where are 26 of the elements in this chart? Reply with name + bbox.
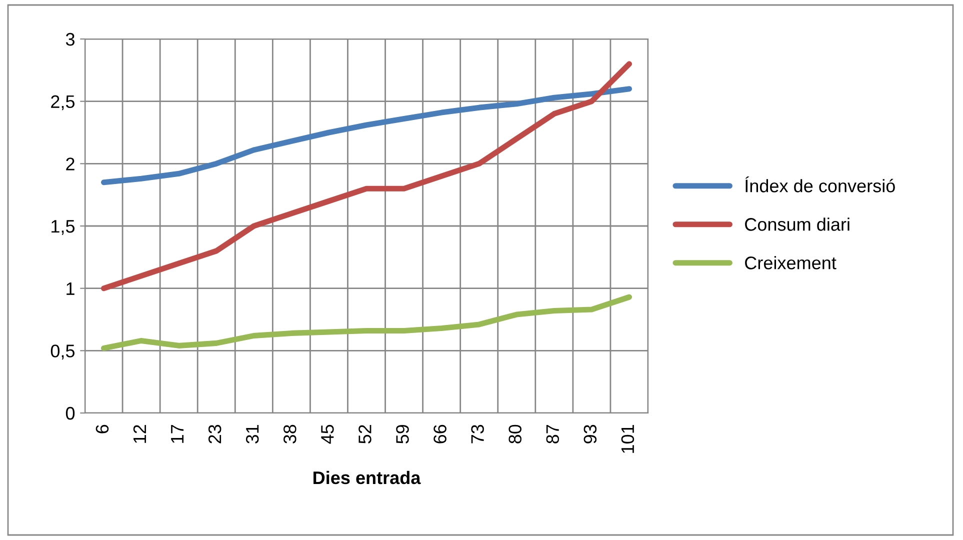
y-tick-label: 3 <box>66 32 74 46</box>
x-tick-label: 87 <box>546 425 560 444</box>
legend-label: Índex de conversió <box>745 176 895 192</box>
y-tick-label: 2,5 <box>51 95 75 110</box>
y-tick-label: 1,5 <box>52 220 75 235</box>
x-axis-title: Dies entrada <box>314 470 421 484</box>
y-tick-label: 0 <box>66 406 75 420</box>
x-tick-label: 52 <box>358 425 372 444</box>
y-tick-label: 1 <box>66 282 74 295</box>
x-tick-label: 45 <box>321 424 334 444</box>
x-tick-label: 17 <box>171 425 184 443</box>
x-tick-label: 80 <box>508 424 522 444</box>
x-tick-label: 101 <box>621 424 634 453</box>
x-tick-label: 93 <box>584 424 597 444</box>
y-tick-label: 0,5 <box>50 344 75 360</box>
x-tick-label: 31 <box>246 424 259 444</box>
x-tick-label: 23 <box>208 424 222 444</box>
x-tick-label: 6 <box>96 424 109 434</box>
legend-label: Creixement <box>745 256 836 270</box>
y-tick-label: 2 <box>66 158 74 170</box>
x-tick-label: 38 <box>283 424 296 444</box>
x-tick-label: 12 <box>133 425 146 443</box>
x-tick-label: 73 <box>471 424 484 444</box>
x-tick-label: 66 <box>434 424 446 444</box>
x-tick-label: 59 <box>396 424 409 444</box>
legend-label: Consum diari <box>745 218 850 231</box>
